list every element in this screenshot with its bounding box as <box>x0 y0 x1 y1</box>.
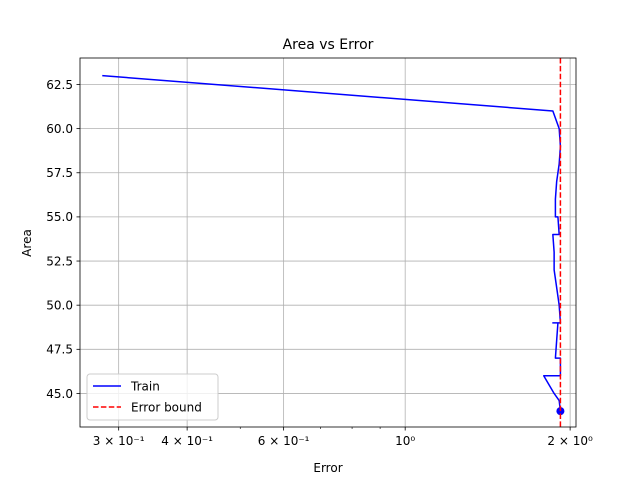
x-tick-label: 10⁰ <box>395 434 415 448</box>
y-tick-label: 57.5 <box>46 166 73 180</box>
x-axis-ticks: 3 × 10⁻¹ 4 × 10⁻¹ 6 × 10⁻¹ 10⁰ 2 × 10⁰ <box>93 427 593 448</box>
x-axis-label: Error <box>313 461 342 475</box>
plot-frame <box>79 57 577 428</box>
grid <box>80 58 576 427</box>
y-tick-label: 60.0 <box>46 122 73 136</box>
train-line <box>102 74 562 412</box>
y-tick-label: 55.0 <box>46 210 73 224</box>
chart-title: Area vs Error <box>283 37 374 53</box>
y-tick-label: 45.0 <box>46 387 73 401</box>
train-end-marker <box>556 407 565 416</box>
y-tick-label: 47.5 <box>46 343 73 357</box>
x-tick-label: 3 × 10⁻¹ <box>93 434 145 448</box>
y-tick-label: 50.0 <box>46 298 73 312</box>
x-tick-label: 6 × 10⁻¹ <box>258 434 310 448</box>
x-tick-label: 2 × 10⁰ <box>547 434 593 448</box>
legend: Train Error bound <box>86 373 219 421</box>
y-axis-ticks: 45.0 47.5 50.0 52.5 55.0 57.5 60.0 62.5 <box>46 78 80 401</box>
y-tick-label: 52.5 <box>46 254 73 268</box>
x-tick-label: 4 × 10⁻¹ <box>161 434 213 448</box>
legend-train-label: Train <box>130 380 160 394</box>
y-axis-label: Area <box>20 229 34 257</box>
legend-error-bound-label: Error bound <box>131 401 202 415</box>
series-layer <box>102 58 565 427</box>
plot-area <box>80 58 576 427</box>
y-tick-label: 62.5 <box>46 78 73 92</box>
